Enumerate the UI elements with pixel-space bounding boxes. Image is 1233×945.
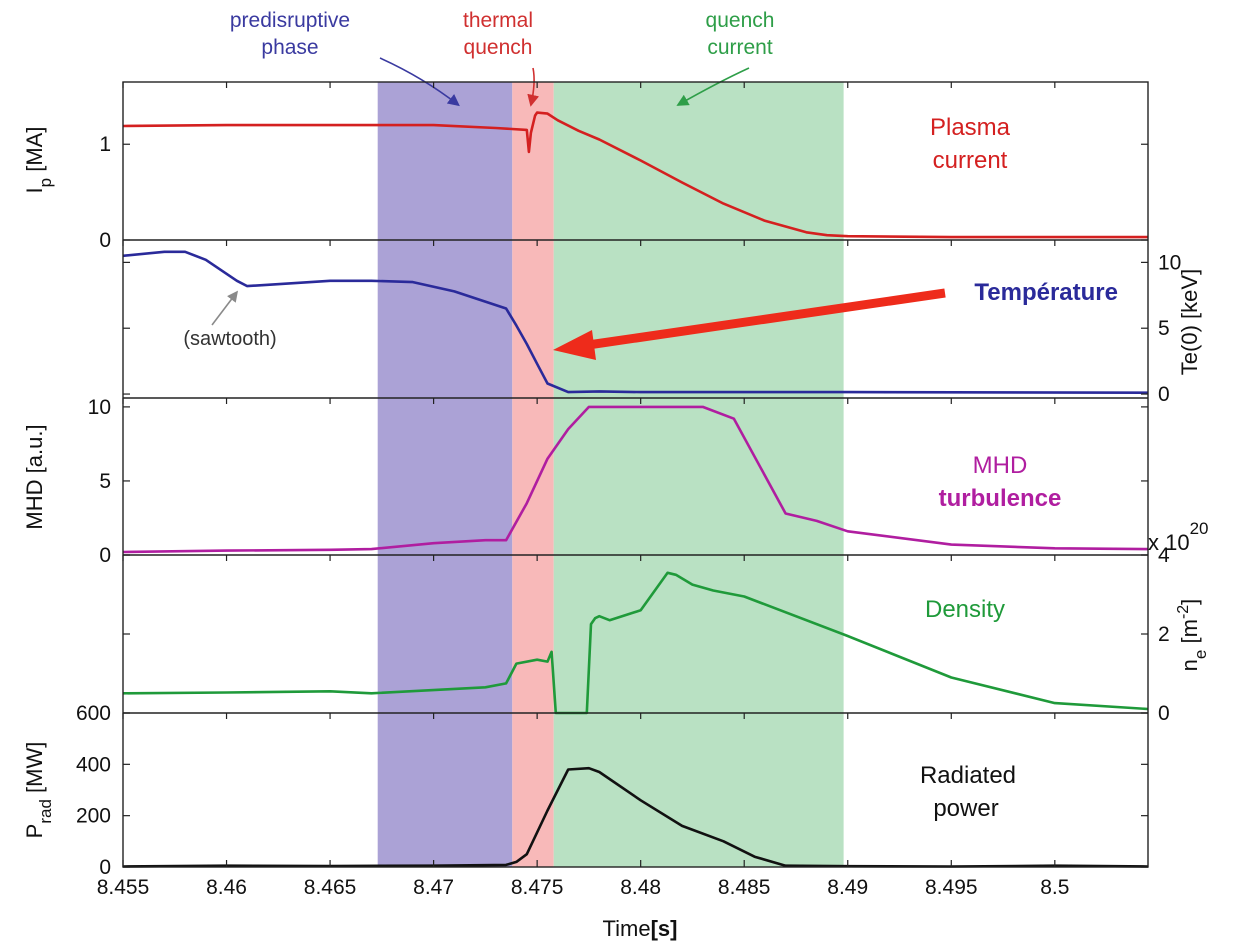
radiated-power-series-line: [122, 766, 1149, 868]
x-tick-label: 8.495: [925, 876, 978, 899]
phase-labels: predisruptive phase thermal quench quench cur…: [230, 9, 775, 107]
phase-band-thermal-quench: [512, 82, 554, 867]
plasma-current-series-label: current: [933, 147, 1008, 174]
left-tick-label: 0: [99, 229, 111, 252]
right-tick-label: 4: [1158, 544, 1170, 567]
phase-label-line: predisruptive: [230, 9, 350, 32]
phase-label-line: quench: [706, 9, 775, 32]
left-tick-label: 400: [76, 753, 111, 776]
x-axis: 8.455 8.46 8.465 8.47 8.475 8.48 8.485 8.49 8.49…: [97, 82, 1069, 941]
x-tick-label: 8.455: [97, 876, 150, 899]
plasma-current-series-label: Plasma: [930, 114, 1011, 141]
temperature-series-label: Température: [974, 279, 1118, 306]
sawtooth-annotation: (sawtooth): [183, 328, 276, 350]
phase-label-line: thermal: [463, 9, 533, 32]
radiated-power-series-label: power: [933, 795, 998, 822]
right-tick-label: 2: [1158, 623, 1170, 646]
phase-bands: [377, 82, 844, 867]
density-ylabel: ne [m-2]: [1175, 599, 1210, 672]
x-tick-label: 8.47: [413, 876, 454, 899]
phase-band-predisruptive-phase: [377, 82, 513, 867]
left-tick-label: 0: [99, 544, 111, 567]
radiated-power-series-label: Radiated: [920, 762, 1016, 789]
plasma-current-series-line: [122, 111, 1148, 239]
right-tick-label: 5: [1158, 317, 1170, 340]
pointer-arrow-head: [553, 330, 596, 360]
phase-label-line: quench: [464, 36, 533, 59]
left-tick-label: 200: [76, 805, 111, 828]
panel-plasma-current: 0 1 Ip [MA] Plasma current: [22, 111, 1148, 252]
temperature-series-line: [122, 250, 1149, 394]
x-tick-label: 8.485: [718, 876, 771, 899]
temperature-ylabel: Te(0) [keV]: [1177, 269, 1202, 375]
pointer-arrow-shaft: [587, 288, 946, 350]
mhd-ylabel: MHD [a.u.]: [22, 424, 47, 529]
density-exponent: x 1020: [1148, 519, 1209, 555]
panel-density: 0 2 4 ne [m-2] x 1020 Density: [122, 519, 1210, 725]
annotations: [553, 288, 946, 360]
x-tick-label: 8.46: [206, 876, 247, 899]
phase-arrow: [527, 67, 540, 107]
left-tick-label: 1: [99, 133, 111, 156]
x-tick-label: 8.48: [620, 876, 661, 899]
phase-label-line: current: [707, 36, 773, 59]
right-tick-label: 0: [1158, 702, 1170, 725]
x-tick-label: 8.475: [511, 876, 564, 899]
panel-mhd: 0 5 10 MHD [a.u.] MHD turbulence: [22, 396, 1149, 567]
plasma-current-ylabel: Ip [MA]: [22, 127, 55, 194]
left-tick-label: 5: [99, 470, 111, 493]
x-tick-label: 8.49: [827, 876, 868, 899]
outer-frame: [122, 81, 1149, 868]
plot-frame: [122, 81, 1149, 868]
x-axis-label: Time[s]: [603, 916, 678, 941]
left-tick-label: 600: [76, 702, 111, 725]
thermal-quench-pointer-arrow: [553, 288, 946, 360]
x-tick-label: 8.5: [1040, 876, 1069, 899]
density-series-label: Density: [925, 596, 1005, 623]
radiated-power-ylabel: Prad [MW]: [22, 742, 55, 839]
left-tick-label: 0: [99, 856, 111, 879]
right-tick-label: 10: [1158, 251, 1181, 274]
left-tick-label: 10: [88, 396, 111, 419]
mhd-series-label: turbulence: [939, 485, 1062, 512]
mhd-series-line: [122, 405, 1149, 554]
x-tick-label: 8.465: [304, 876, 357, 899]
density-series-line: [122, 571, 1149, 715]
panel-radiated-power: 0 200 400 600 Prad [MW] Radiated power: [22, 702, 1149, 879]
right-tick-label: 0: [1158, 383, 1170, 406]
phase-arrow: [676, 67, 750, 106]
phase-band-quench-current: [553, 82, 844, 867]
phase-arrow: [379, 57, 460, 107]
phase-label-line: phase: [261, 36, 318, 59]
sawtooth-arrow: [211, 290, 238, 326]
mhd-series-label: MHD: [973, 452, 1028, 479]
